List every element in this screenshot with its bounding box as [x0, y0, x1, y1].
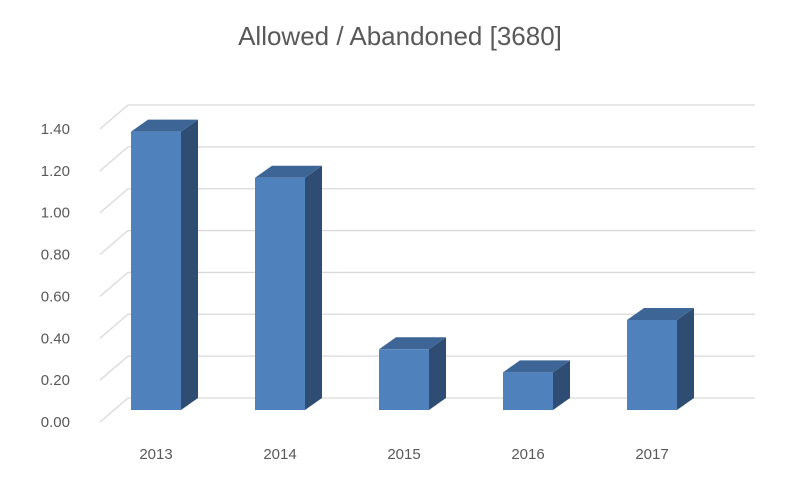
y-tick-label: 1.00	[41, 205, 70, 222]
bar-side-face	[305, 165, 322, 410]
bar-top-face	[131, 119, 198, 132]
bar-side-face	[429, 337, 446, 410]
y-tick-label: 0.20	[41, 372, 70, 389]
gridline	[99, 188, 755, 214]
gridline	[99, 146, 755, 172]
bar-front-face	[131, 131, 181, 410]
x-category-label: 2016	[511, 446, 544, 463]
bar-side-face	[553, 360, 570, 410]
bar-2015	[379, 337, 446, 410]
chart-title: Allowed / Abandoned [3680]	[238, 21, 562, 51]
bar-2017	[627, 308, 694, 410]
gridlines	[99, 104, 755, 423]
gridline	[99, 104, 755, 130]
x-axis-category-labels: 2013 2014 2015 2016 2017	[139, 446, 668, 463]
x-category-label: 2017	[635, 446, 668, 463]
y-tick-label: 0.00	[41, 414, 70, 431]
bar-2013	[131, 119, 198, 411]
bar-side-face	[677, 308, 694, 410]
bar-top-face	[503, 360, 570, 373]
bar-top-face	[379, 337, 446, 350]
bar-side-face	[181, 119, 198, 411]
gridline	[99, 313, 755, 339]
gridline	[99, 271, 755, 297]
y-tick-label: 1.40	[41, 121, 70, 138]
y-tick-label: 0.60	[41, 288, 70, 305]
y-tick-label: 1.20	[41, 163, 70, 180]
y-tick-label: 0.40	[41, 330, 70, 347]
bar-front-face	[627, 320, 677, 410]
bar-front-face	[255, 177, 305, 410]
gridline	[99, 229, 755, 256]
y-tick-label: 0.80	[41, 247, 70, 264]
x-category-label: 2015	[387, 446, 420, 463]
x-category-label: 2014	[263, 446, 296, 463]
bar-2014	[255, 165, 322, 410]
bar-front-face	[379, 349, 429, 410]
y-axis-tick-labels: 0.00 0.20 0.40 0.60 0.80 1.00 1.20 1.40	[41, 121, 70, 431]
gridline	[99, 355, 755, 381]
bars	[131, 119, 694, 411]
bar-front-face	[503, 372, 553, 410]
bar-2016	[503, 360, 570, 410]
bar-top-face	[255, 165, 322, 178]
x-category-label: 2013	[139, 446, 172, 463]
bar-top-face	[627, 308, 694, 321]
